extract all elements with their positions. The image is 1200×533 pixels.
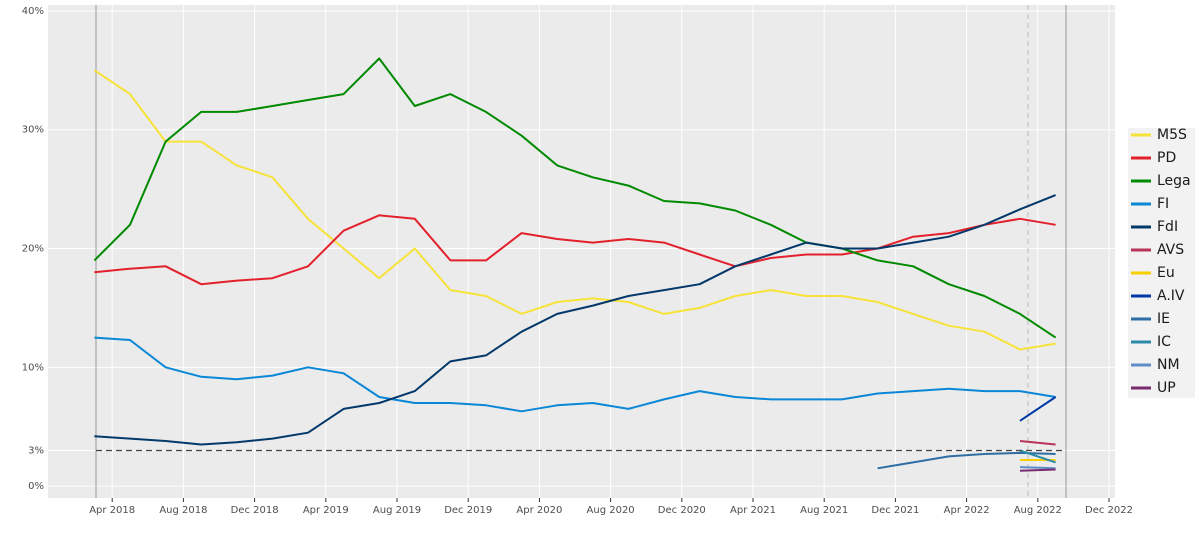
x-tick-label: Dec 2021 [871,505,919,516]
series-line [93,57,1057,339]
plot-background [48,5,1115,498]
series-line [94,214,1056,286]
x-tick-label: Aug 2018 [159,505,207,516]
legend-label: FI [1157,196,1169,212]
x-tick-label: Apr 2019 [303,505,349,516]
x-tick-label: Aug 2020 [587,505,635,516]
legend-label: A.IV [1157,288,1185,304]
series-line [1019,468,1056,472]
legend-label: NM [1157,357,1180,373]
x-tick-label: Apr 2020 [516,505,562,516]
y-tick-label: 20% [22,244,44,255]
legend-label: IC [1157,334,1171,350]
legend-label: Lega [1157,173,1191,189]
legend [1128,128,1195,398]
x-tick-label: Dec 2020 [658,505,706,516]
legend-label: IE [1157,311,1170,327]
x-tick-label: Aug 2021 [800,505,848,516]
series-line [1019,440,1056,446]
y-tick-label: 0% [28,481,44,492]
x-tick-label: Apr 2021 [730,505,776,516]
x-tick-label: Aug 2019 [373,505,421,516]
x-tick-label: Dec 2018 [231,505,279,516]
x-tick-label: Dec 2022 [1085,505,1133,516]
legend-label: AVS [1157,242,1184,258]
x-tick-label: Aug 2022 [1014,505,1062,516]
x-tick-label: Apr 2022 [944,505,990,516]
y-tick-label: 30% [22,125,44,136]
x-tick-label: Apr 2018 [89,505,135,516]
y-tick-label: 40% [22,6,44,17]
legend-label: M5S [1157,127,1187,143]
series-line [93,69,1056,351]
y-tick-label: 3% [28,445,44,456]
legend-label: FdI [1157,219,1178,235]
series-line [1019,466,1056,470]
series-line [1019,449,1056,464]
legend-label: UP [1157,380,1176,396]
x-tick-label: Dec 2019 [444,505,492,516]
y-tick-label: 10% [22,362,44,373]
series-line [1019,396,1057,422]
series-line [94,194,1056,446]
legend-label: Eu [1157,265,1175,281]
legend-label: PD [1157,150,1176,166]
series-line [94,336,1056,413]
